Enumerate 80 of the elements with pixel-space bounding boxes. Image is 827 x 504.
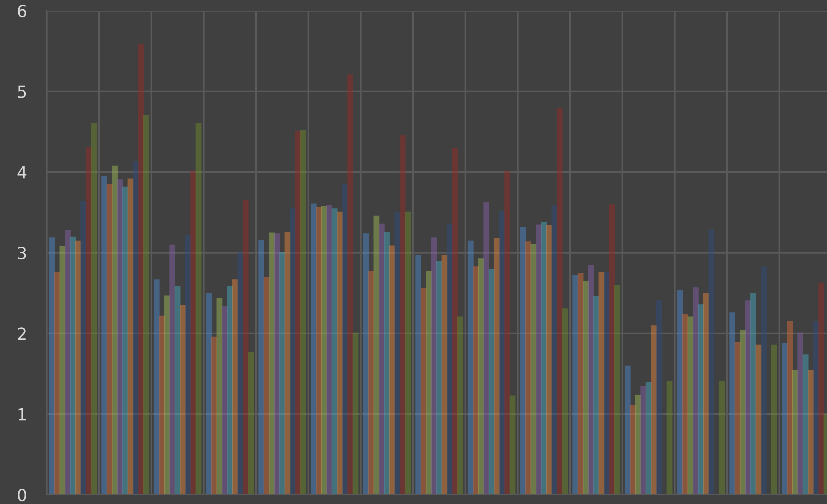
bar: [473, 266, 480, 495]
bar: [614, 285, 620, 495]
bar: [583, 281, 589, 495]
bar: [290, 208, 296, 495]
y-tick-label: 4: [18, 166, 27, 179]
bar: [170, 244, 176, 495]
bar: [798, 332, 804, 495]
bar: [552, 205, 558, 495]
bar: [494, 238, 500, 495]
bar: [180, 305, 186, 495]
bar: [269, 232, 275, 495]
y-tick-label: 2: [18, 328, 26, 340]
bar: [436, 261, 442, 495]
bar: [258, 240, 264, 495]
bar: [316, 206, 322, 495]
bar: [740, 330, 746, 495]
bar: [91, 123, 98, 495]
bar: [526, 242, 532, 495]
y-tick-label: 1: [18, 408, 26, 421]
y-tick-label: 5: [18, 86, 26, 98]
bar: [102, 176, 108, 495]
bar: [562, 308, 568, 495]
bar: [698, 304, 704, 495]
bar: [750, 293, 756, 495]
bar: [604, 272, 610, 495]
bar: [708, 230, 715, 495]
bar: [458, 316, 464, 495]
bar: [242, 200, 249, 495]
bar: [280, 252, 286, 495]
bar: [70, 236, 76, 495]
bar: [133, 161, 139, 495]
bar: [761, 266, 767, 495]
bar: [452, 148, 458, 495]
y-tick-label: 6: [18, 4, 27, 18]
bar: [682, 314, 688, 495]
bar: [238, 252, 244, 495]
bar: [300, 130, 306, 495]
bar: [326, 205, 333, 495]
bar: [808, 370, 814, 495]
bar: [80, 201, 87, 495]
bar: [384, 232, 390, 495]
bar: [352, 332, 359, 495]
bar: [730, 312, 736, 495]
bar: [719, 381, 726, 495]
bar: [556, 108, 563, 495]
bar: [416, 255, 422, 495]
bar: [787, 322, 794, 495]
bar: [159, 316, 166, 495]
bar: [594, 296, 600, 495]
bar: [666, 381, 673, 495]
bar: [772, 344, 778, 495]
bar: [337, 212, 343, 495]
bar: [640, 386, 647, 495]
bar: [426, 272, 432, 495]
bar: [484, 202, 490, 495]
y-tick-label: 0: [18, 488, 26, 502]
bar: [54, 272, 60, 495]
bar: [656, 300, 662, 495]
bar: [510, 396, 516, 495]
y-tick-label: 3: [18, 246, 26, 260]
bar: [624, 366, 631, 495]
bar: [405, 212, 412, 495]
bar: [651, 326, 657, 495]
bar: [504, 172, 510, 495]
bar: [630, 405, 636, 495]
bar: [394, 212, 401, 495]
bar: [368, 272, 374, 495]
bar: [196, 123, 202, 495]
bar: [144, 115, 150, 495]
bar: [348, 74, 354, 495]
bar: [248, 352, 254, 495]
bar: [818, 282, 824, 495]
bar: [227, 286, 234, 495]
bar: [447, 224, 453, 495]
bar: [122, 186, 128, 495]
bar: [190, 172, 196, 495]
bar: [572, 276, 578, 495]
bar: [541, 222, 548, 495]
bar: [212, 336, 218, 495]
bar: [112, 166, 118, 495]
